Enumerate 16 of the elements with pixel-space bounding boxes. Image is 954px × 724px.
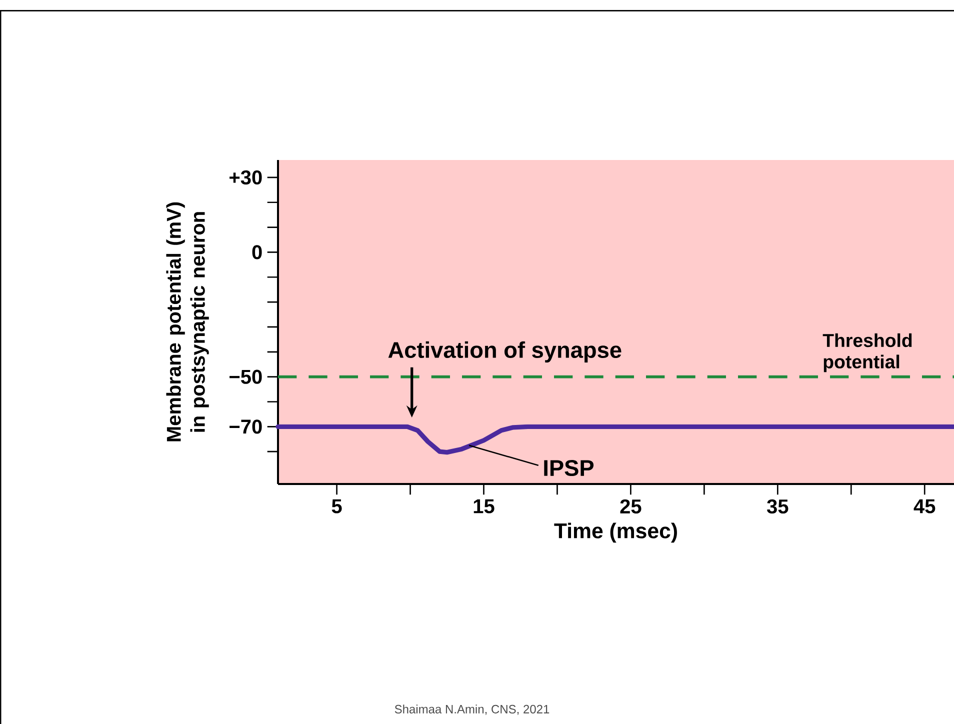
x-tick-label: 5 [332,499,342,514]
y-tick-label: +30 [230,170,262,185]
annotation: Activation of synapse [388,341,622,363]
y-tick-label: −50 [230,370,262,384]
x-tick-label: 35 [766,499,788,514]
x-axis-title: Time (msec) [554,522,677,543]
y-tick-label: −70 [230,420,262,434]
x-tick-label: 45 [914,499,936,514]
annotation: IPSP [544,460,594,476]
x-tick-label: 25 [620,499,642,514]
y-axis-title: Membrane potential (mV) in postsynaptic neuron [166,202,209,442]
text: Shaimaa N.Amin, CNS, 2021 [394,704,550,715]
line-series [276,424,954,455]
x-tick-label: 15 [474,499,494,514]
y-tick-label: 0 [252,245,262,260]
ref-line-label: Threshold potential [822,333,912,372]
